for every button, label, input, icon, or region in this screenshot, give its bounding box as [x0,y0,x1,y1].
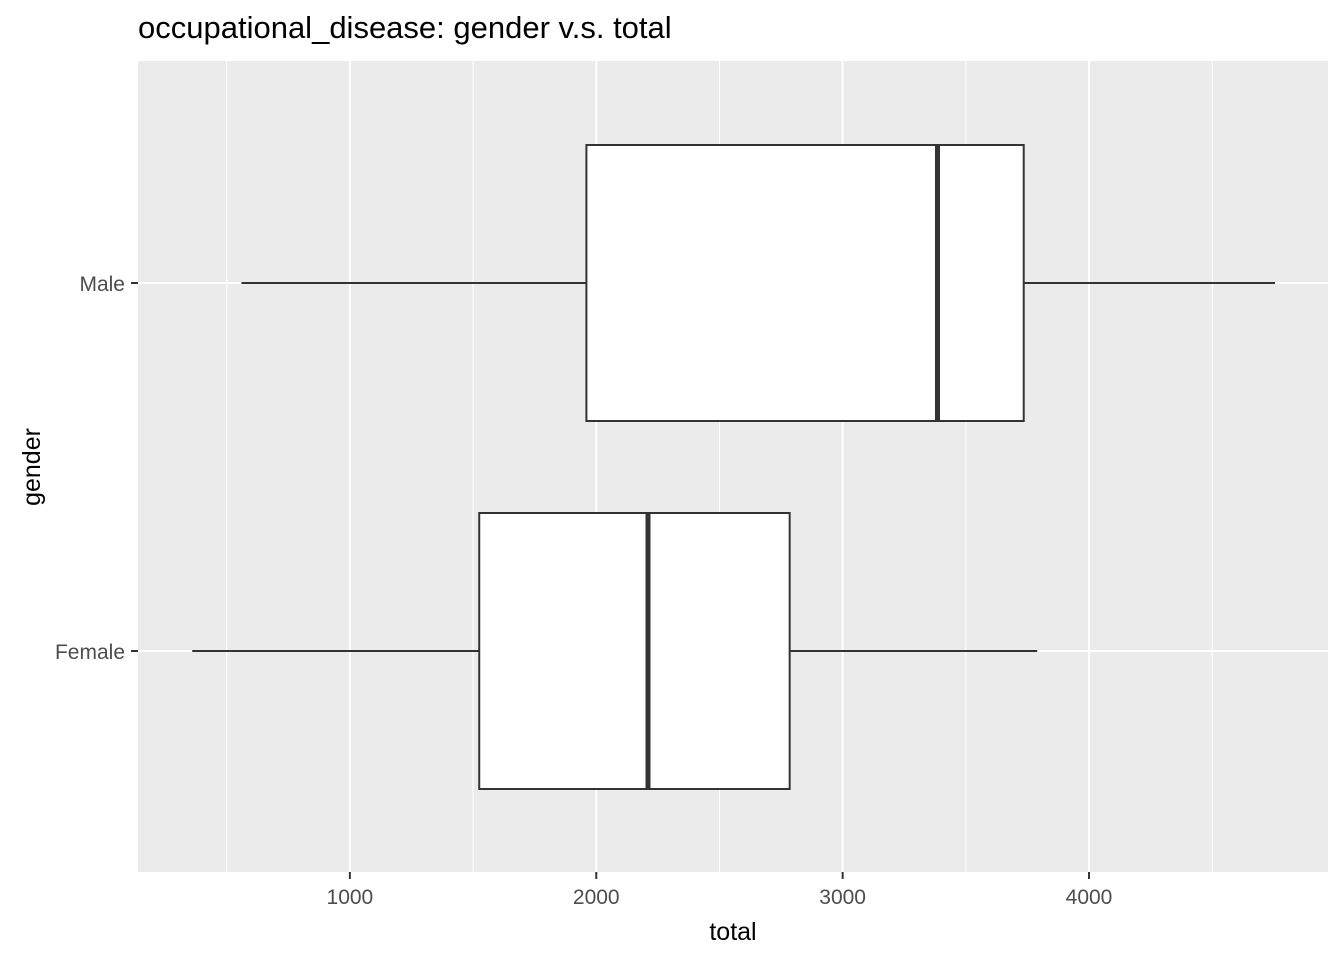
box-male [241,144,1276,422]
box-body [478,512,791,790]
y-tick-label: Male [79,273,125,296]
x-tick-label: 3000 [819,886,866,909]
box-female [192,512,1038,790]
x-tick-label: 1000 [327,886,374,909]
y-tick-label: Female [55,641,125,664]
axes: 1000 2000 3000 4000 Male Female [55,273,1112,909]
y-axis-title: gender [18,428,46,506]
x-tick-label: 2000 [573,886,620,909]
boxes [192,144,1276,790]
box-body [585,144,1025,422]
chart-title: occupational_disease: gender v.s. total [138,10,672,45]
x-axis-title: total [709,918,756,946]
x-tick-label: 4000 [1066,886,1113,909]
